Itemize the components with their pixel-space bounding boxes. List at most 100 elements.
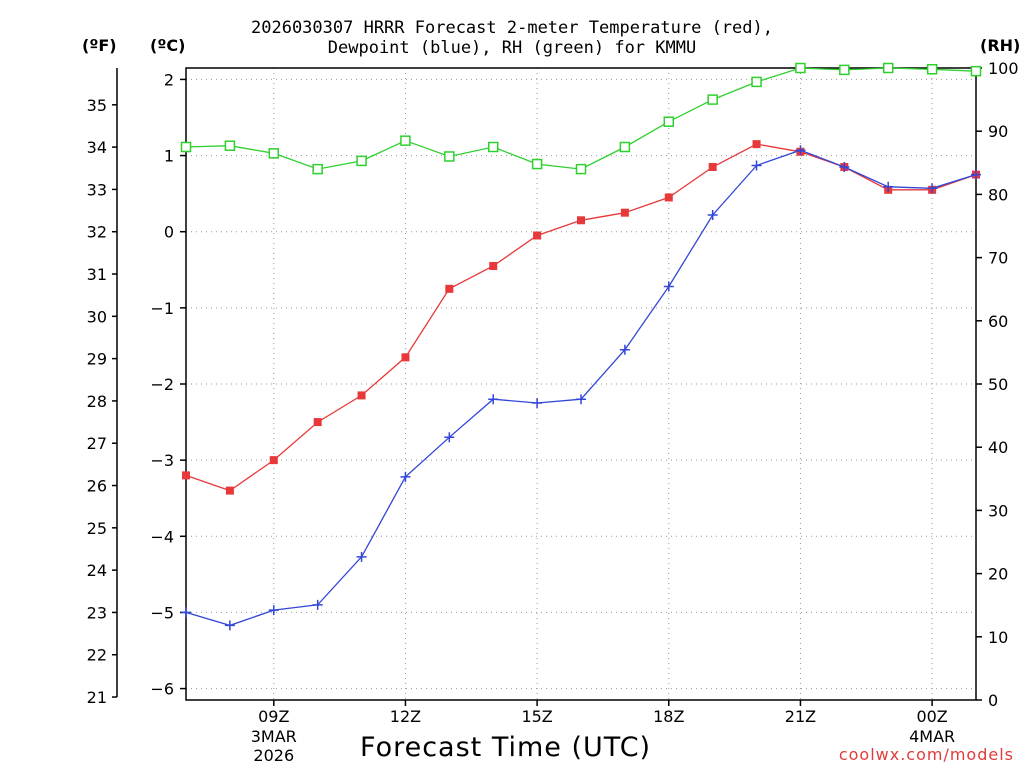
temperature-point-10 [620, 208, 629, 217]
celsius-tick-label-2: 0 [164, 223, 174, 242]
temperature-point-11 [664, 193, 673, 202]
dewpoint-point-4 [356, 551, 367, 562]
dewpoint-point-15 [839, 161, 850, 172]
fahrenheit-tick-label-2: 33 [87, 180, 107, 199]
x-tick-label-4: 21Z [785, 707, 816, 726]
celsius-tick-label-0: 2 [164, 70, 174, 89]
dewpoint-point-0 [181, 607, 191, 618]
temperature-point-1 [225, 486, 234, 495]
fahrenheit-tick-label-11: 24 [87, 561, 107, 580]
dewpoint-point-10 [619, 344, 630, 355]
temperature-point-2 [269, 456, 278, 465]
temperature-point-9 [577, 216, 585, 225]
temperature-point-5 [401, 353, 410, 362]
rh-tick-label-4: 60 [988, 312, 1008, 331]
dewpoint-point-2 [268, 605, 279, 616]
temperature-point-4 [357, 391, 366, 400]
x-tick-date-5: 4MAR [909, 727, 955, 746]
fahrenheit-tick-label-6: 29 [87, 350, 107, 369]
celsius-tick-label-1: 1 [164, 147, 174, 166]
rh-point-5 [400, 135, 411, 146]
chart-title-line1: 2026030307 HRRR Forecast 2-meter Tempera… [251, 18, 773, 38]
fahrenheit-tick-label-0: 35 [87, 96, 107, 115]
rh-point-9 [575, 163, 587, 175]
dewpoint-point-7 [488, 394, 499, 405]
celsius-tick-label-5: −3 [150, 451, 174, 470]
fahrenheit-tick-label-14: 21 [87, 688, 107, 707]
temperature-point-12 [708, 162, 717, 171]
dewpoint-point-1 [224, 620, 235, 631]
rh-point-12 [707, 94, 718, 105]
fahrenheit-tick-label-9: 26 [87, 477, 107, 496]
rh-point-10 [619, 141, 631, 153]
fahrenheit-tick-label-1: 34 [87, 138, 107, 157]
rh-tick-label-5: 50 [988, 375, 1008, 394]
temperature-point-0 [182, 471, 190, 480]
dewpoint-point-3 [312, 599, 323, 610]
fahrenheit-tick-label-4: 31 [87, 265, 107, 284]
dewpoint-point-11 [663, 281, 674, 292]
dewpoint-point-13 [751, 160, 762, 171]
dewpoint-point-14 [795, 145, 806, 156]
rh-point-3 [312, 163, 323, 175]
rh-tick-label-9: 10 [988, 628, 1008, 647]
celsius-tick-label-4: −2 [150, 375, 174, 394]
fahrenheit-tick-label-5: 30 [87, 307, 107, 326]
x-tick-label-0: 09Z [258, 707, 289, 726]
celsius-tick-label-3: −1 [150, 299, 174, 318]
x-tick-label-5: 00Z [916, 707, 947, 726]
rh-point-13 [751, 76, 762, 88]
celsius-tick-label-6: −4 [150, 527, 174, 546]
rh-point-14 [795, 62, 806, 74]
dewpoint-point-5 [400, 471, 411, 482]
celsius-unit-label: (ºC) [150, 36, 186, 55]
rh-tick-label-7: 30 [988, 501, 1008, 520]
x-tick-label-2: 15Z [521, 707, 552, 726]
x-tick-label-3: 18Z [653, 707, 684, 726]
x-tick-label-1: 12Z [390, 707, 421, 726]
dewpoint-point-9 [576, 394, 586, 405]
celsius-tick-label-7: −5 [150, 603, 174, 622]
celsius-tick-label-8: −6 [150, 680, 174, 699]
rh-tick-label-2: 80 [988, 185, 1008, 204]
temperature-point-6 [445, 284, 454, 293]
chart-title-line2: Dewpoint (blue), RH (green) for KMMU [327, 38, 697, 58]
dewpoint-point-8 [532, 398, 543, 409]
rh-point-17 [926, 64, 938, 75]
rh-point-1 [224, 140, 236, 151]
rh-tick-label-0: 100 [988, 59, 1019, 78]
rh-point-16 [882, 62, 894, 74]
x-tick-date-0: 3MAR [251, 727, 297, 746]
fahrenheit-tick-label-8: 27 [87, 434, 107, 453]
temperature-point-8 [533, 231, 542, 240]
x-tick-year-0: 2026 [253, 746, 294, 765]
rh-tick-label-1: 90 [988, 122, 1008, 141]
dewpoint-point-18 [971, 169, 981, 180]
rh-point-18 [970, 65, 982, 77]
x-axis-label: Forecast Time (UTC) [360, 732, 652, 763]
rh-tick-label-10: 0 [988, 691, 998, 710]
temperature-line [185, 143, 977, 492]
dewpoint-point-12 [707, 209, 718, 220]
fahrenheit-unit-label: (ºF) [82, 36, 117, 55]
fahrenheit-tick-label-13: 22 [87, 646, 107, 665]
rh-point-11 [663, 116, 675, 127]
rh-point-0 [180, 141, 192, 153]
rh-unit-label: (RH) [980, 36, 1021, 55]
rh-tick-label-6: 40 [988, 438, 1008, 457]
fahrenheit-tick-label-10: 25 [87, 519, 107, 538]
fahrenheit-tick-label-12: 23 [87, 603, 107, 622]
temperature-point-7 [489, 261, 498, 270]
rh-line [185, 67, 977, 170]
rh-point-2 [268, 148, 280, 159]
rh-tick-label-8: 20 [988, 565, 1008, 584]
rh-point-15 [839, 64, 850, 76]
fahrenheit-tick-label-7: 28 [87, 392, 107, 411]
temperature-point-13 [752, 140, 761, 149]
rh-point-4 [356, 155, 367, 167]
dewpoint-point-6 [444, 432, 455, 443]
credit-link[interactable]: coolwx.com/models [838, 745, 1014, 764]
fahrenheit-tick-label-3: 32 [87, 223, 107, 242]
rh-point-7 [487, 141, 499, 153]
